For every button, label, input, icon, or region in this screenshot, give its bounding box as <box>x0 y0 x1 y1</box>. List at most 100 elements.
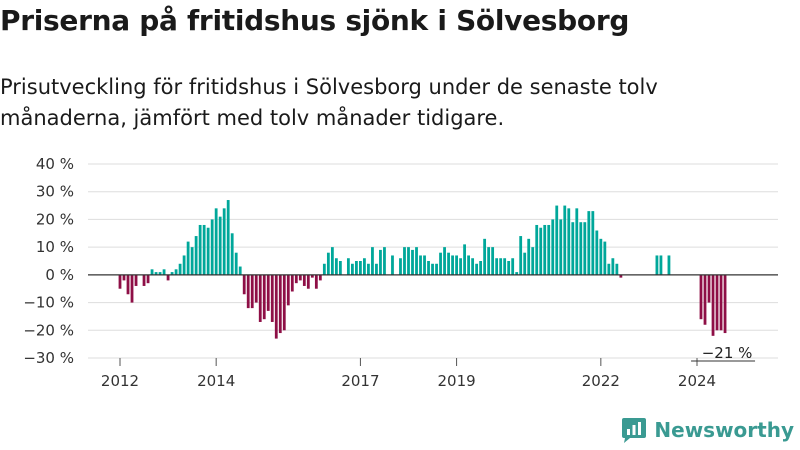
bar <box>715 274 719 331</box>
bar <box>511 258 515 275</box>
bar <box>707 274 711 303</box>
bar <box>359 261 362 275</box>
bar <box>471 258 475 275</box>
bar <box>234 252 238 275</box>
x-tick-label: 2024 <box>678 372 716 390</box>
page-subtitle: Prisutveckling för fritidshus i Sölvesbo… <box>0 75 658 130</box>
bar <box>298 274 302 281</box>
newsworthy-logo-icon <box>622 418 647 443</box>
bar <box>495 258 499 275</box>
bar <box>146 274 150 284</box>
bar <box>563 205 567 275</box>
bar <box>531 247 535 275</box>
bars <box>118 200 727 339</box>
bar <box>551 219 555 275</box>
bar <box>439 252 442 275</box>
bar <box>282 274 286 331</box>
bar <box>723 274 727 334</box>
bar <box>451 255 454 275</box>
bar <box>294 274 298 284</box>
grid-lines <box>88 163 778 359</box>
bar <box>555 205 559 275</box>
bar <box>443 247 446 275</box>
bar <box>150 269 154 275</box>
bar <box>351 263 354 275</box>
bar <box>403 247 406 275</box>
bar <box>619 274 623 278</box>
y-tick-label: −30 % <box>23 349 74 367</box>
bar <box>322 263 326 275</box>
bar <box>246 274 250 309</box>
bar <box>363 258 366 275</box>
bar <box>523 252 527 275</box>
bar <box>326 252 330 275</box>
bar <box>535 224 539 275</box>
bar <box>719 274 723 331</box>
bar <box>174 269 178 275</box>
bar <box>134 274 138 286</box>
bar <box>703 274 707 325</box>
bar <box>158 272 162 275</box>
bar <box>467 255 470 275</box>
bar <box>238 266 242 275</box>
bar <box>338 261 342 275</box>
bar <box>407 247 410 275</box>
bar <box>130 274 134 303</box>
bar <box>302 274 306 286</box>
bar <box>346 258 350 275</box>
bar <box>607 263 611 275</box>
annotation: −21 % <box>691 344 756 362</box>
x-tick-label: 2017 <box>341 372 379 390</box>
bar <box>162 269 166 275</box>
bar <box>258 274 262 322</box>
bar <box>579 222 583 275</box>
bar <box>230 233 234 275</box>
bar <box>415 247 418 275</box>
bar <box>154 272 158 275</box>
bar <box>318 274 322 281</box>
y-tick-label: 10 % <box>36 238 74 256</box>
y-tick-label: 0 % <box>45 266 74 284</box>
bar <box>475 263 479 275</box>
bar <box>667 255 671 275</box>
bar <box>463 244 466 275</box>
bar <box>543 224 547 275</box>
bar <box>218 216 222 275</box>
bar <box>375 263 378 275</box>
bar <box>399 258 402 275</box>
bar <box>198 224 202 275</box>
bar <box>214 208 218 275</box>
brand-name: Newsworthy <box>654 418 794 442</box>
y-tick-label: 40 % <box>36 155 74 173</box>
bar <box>367 263 370 275</box>
bar <box>583 222 587 275</box>
bar <box>182 255 186 275</box>
bar <box>210 219 214 275</box>
x-axis-ticks: 2012 2014 2017 2019 2022 2024 <box>101 358 716 390</box>
bar <box>503 258 507 275</box>
bar <box>539 227 543 275</box>
bar <box>455 255 458 275</box>
bar <box>371 247 374 275</box>
bar <box>222 208 226 275</box>
bar <box>711 274 715 336</box>
bar <box>379 249 382 275</box>
bar <box>142 274 146 286</box>
page-title: Priserna på fritidshus sjönk i Sölvesbor… <box>0 4 630 37</box>
bar <box>459 258 462 275</box>
bar <box>242 274 246 295</box>
bar <box>314 274 318 289</box>
bar <box>278 274 282 334</box>
bar <box>290 274 294 292</box>
bar <box>178 263 182 275</box>
bar <box>310 274 314 278</box>
bar <box>194 236 198 275</box>
bar <box>266 274 270 311</box>
bar <box>166 274 170 281</box>
y-tick-label: 30 % <box>36 183 74 201</box>
brand-logo: Newsworthy <box>620 416 794 444</box>
bar <box>519 236 523 275</box>
bar <box>270 274 274 322</box>
x-tick-label: 2012 <box>101 372 139 390</box>
